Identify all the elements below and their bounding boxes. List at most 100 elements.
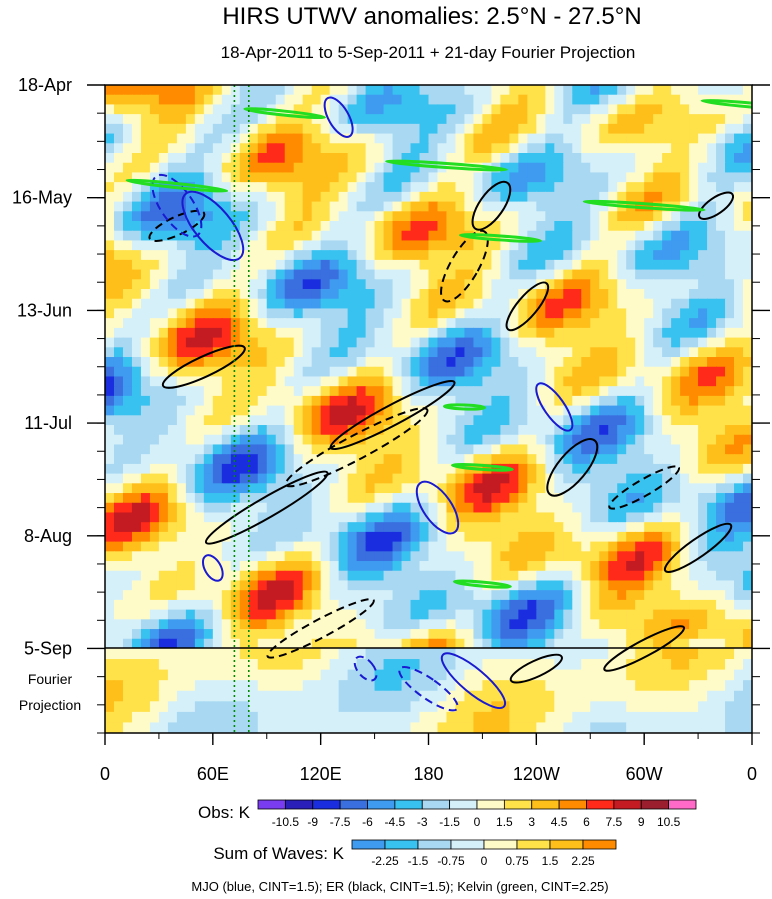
- anomaly-cell: [419, 94, 430, 106]
- anomaly-cell: [401, 250, 412, 261]
- anomaly-cell: [707, 347, 717, 358]
- anomaly-cell: [653, 94, 663, 106]
- anomaly-cell: [446, 327, 457, 339]
- anomaly-cell: [203, 162, 214, 174]
- anomaly-cell: [105, 454, 115, 465]
- projection-cell: [635, 659, 645, 671]
- anomaly-cell: [707, 143, 717, 154]
- anomaly-cell: [617, 386, 627, 397]
- anomaly-cell: [329, 561, 340, 572]
- anomaly-cell: [266, 512, 277, 523]
- projection-cell: [320, 711, 331, 724]
- anomaly-cell: [383, 143, 394, 154]
- anomaly-cell: [572, 104, 582, 115]
- anomaly-cell: [500, 512, 510, 523]
- anomaly-cell: [302, 191, 313, 203]
- anomaly-cell: [158, 250, 169, 261]
- anomaly-cell: [248, 211, 259, 222]
- anomaly-cell: [743, 357, 752, 368]
- anomaly-cell: [203, 240, 214, 251]
- projection-cell: [509, 701, 519, 713]
- anomaly-cell: [581, 318, 591, 329]
- anomaly-cell: [167, 580, 178, 591]
- anomaly-cell: [203, 133, 214, 144]
- projection-cell: [689, 648, 699, 660]
- anomaly-cell: [428, 561, 439, 572]
- anomaly-cell: [140, 609, 151, 620]
- y-tick-label: 16-May: [12, 188, 72, 208]
- anomaly-cell: [275, 240, 286, 251]
- anomaly-cell: [221, 153, 232, 164]
- anomaly-cell: [455, 599, 466, 611]
- anomaly-cell: [500, 551, 510, 562]
- projection-cell: [383, 722, 394, 733]
- anomaly-cell: [248, 502, 259, 514]
- anomaly-cell: [329, 182, 340, 193]
- anomaly-cell: [653, 376, 663, 387]
- anomaly-cell: [221, 201, 232, 212]
- anomaly-cell: [248, 143, 259, 154]
- anomaly-cell: [545, 405, 555, 416]
- anomaly-cell: [320, 133, 331, 144]
- anomaly-cell: [131, 473, 142, 484]
- anomaly-cell: [410, 357, 421, 368]
- anomaly-cell: [122, 259, 133, 271]
- anomaly-cell: [518, 415, 528, 426]
- anomaly-cell: [419, 85, 430, 96]
- anomaly-cell: [122, 541, 133, 552]
- anomaly-cell: [671, 123, 681, 135]
- anomaly-cell: [689, 405, 699, 416]
- anomaly-cell: [266, 308, 277, 319]
- anomaly-cell: [131, 298, 142, 310]
- projection-cell: [617, 669, 627, 681]
- anomaly-cell: [212, 191, 223, 203]
- anomaly-cell: [203, 114, 214, 125]
- anomaly-cell: [536, 211, 546, 222]
- anomaly-cell: [437, 289, 448, 300]
- anomaly-cell: [653, 357, 663, 368]
- anomaly-cell: [311, 337, 322, 348]
- anomaly-cell: [572, 211, 582, 222]
- anomaly-cell: [176, 318, 187, 329]
- anomaly-cell: [680, 609, 690, 620]
- anomaly-cell: [410, 327, 421, 339]
- anomaly-cell: [320, 172, 331, 183]
- anomaly-cell: [518, 153, 528, 164]
- anomaly-cell: [293, 395, 304, 407]
- anomaly-cell: [239, 444, 250, 455]
- anomaly-cell: [509, 580, 519, 591]
- anomaly-cell: [329, 114, 340, 125]
- anomaly-cell: [491, 308, 501, 319]
- anomaly-cell: [329, 395, 340, 407]
- anomaly-cell: [122, 114, 133, 125]
- anomaly-cell: [113, 162, 124, 174]
- anomaly-cell: [626, 580, 636, 591]
- anomaly-cell: [707, 162, 717, 174]
- anomaly-cell: [113, 85, 124, 96]
- anomaly-cell: [671, 153, 681, 164]
- anomaly-cell: [374, 415, 385, 426]
- anomaly-cell: [284, 493, 295, 504]
- colorbar-swatch: [640, 799, 670, 810]
- anomaly-cell: [239, 434, 250, 446]
- projection-cell: [428, 680, 439, 692]
- anomaly-cell: [554, 473, 564, 484]
- projection-cell: [473, 690, 484, 702]
- anomaly-cell: [194, 289, 205, 300]
- anomaly-cell: [428, 512, 439, 523]
- projection-cell: [626, 680, 636, 692]
- anomaly-cell: [374, 619, 385, 630]
- anomaly-cell: [383, 434, 394, 446]
- anomaly-cell: [482, 337, 493, 348]
- projection-cell: [239, 680, 250, 692]
- anomaly-cell: [203, 221, 214, 232]
- anomaly-cell: [617, 153, 627, 164]
- projection-cell: [716, 722, 726, 733]
- anomaly-cell: [617, 376, 627, 387]
- anomaly-cell: [347, 395, 358, 407]
- anomaly-cell: [608, 599, 618, 611]
- anomaly-cell: [554, 629, 564, 640]
- anomaly-cell: [212, 357, 223, 368]
- anomaly-cell: [392, 386, 403, 397]
